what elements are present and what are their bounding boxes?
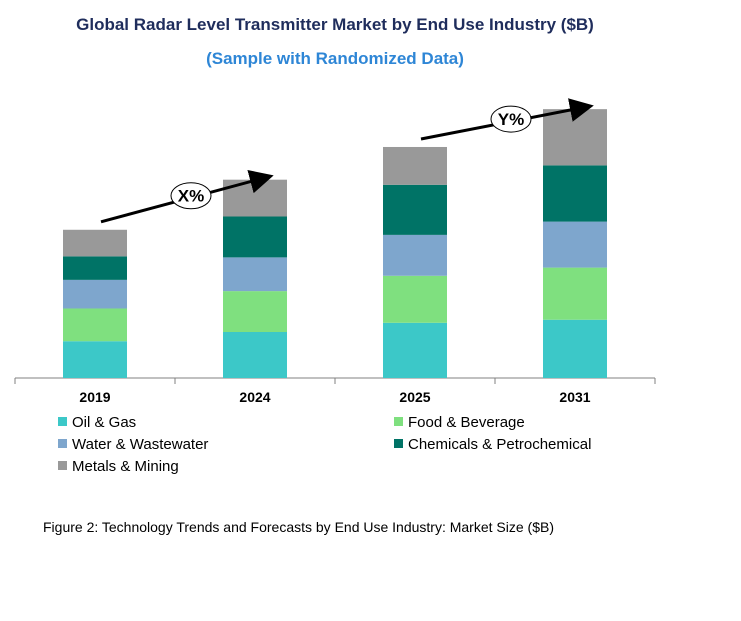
growth-label: Y% <box>498 110 524 129</box>
growth-label-bubble <box>490 105 532 133</box>
legend-label: Metals & Mining <box>72 458 179 475</box>
bar-segment <box>543 221 607 268</box>
plot-area: 2019 2024 2025 2031 <box>14 109 656 405</box>
growth-label: X% <box>178 187 204 206</box>
legend-swatch <box>58 417 67 426</box>
bar-segment <box>383 275 447 323</box>
bar-segment <box>383 234 447 276</box>
bar-segment <box>223 216 287 258</box>
chart-subtitle: (Sample with Randomized Data) <box>206 49 464 68</box>
legend-label: Food & Beverage <box>408 414 525 431</box>
legend: Oil & Gas Food & Beverage Water & Wastewat… <box>58 414 591 475</box>
bar-segment <box>63 256 127 280</box>
legend-label: Water & Wastewater <box>72 436 208 453</box>
bar-segment <box>223 257 287 292</box>
legend-swatch <box>58 439 67 448</box>
legend-swatch <box>394 417 403 426</box>
bar-segment <box>383 146 447 185</box>
legend-swatch <box>394 439 403 448</box>
legend-label: Oil & Gas <box>72 414 136 431</box>
bar-segment <box>543 165 607 222</box>
bar-segment <box>223 291 287 332</box>
bar-segment <box>383 322 447 378</box>
chart-title: Global Radar Level Transmitter Market by… <box>76 15 594 34</box>
bar-segment <box>543 319 607 378</box>
legend-label: Chemicals & Petrochemical <box>408 436 591 453</box>
figure-caption: Figure 2: Technology Trends and Forecast… <box>43 519 554 535</box>
growth-label-bubble <box>170 182 212 210</box>
x-tick-label: 2031 <box>559 389 590 405</box>
x-tick-label: 2025 <box>399 389 430 405</box>
bar-segment <box>63 341 127 378</box>
bar-segment <box>383 184 447 235</box>
bar-segment <box>223 332 287 378</box>
x-tick-label: 2019 <box>79 389 110 405</box>
bar-segment <box>63 229 127 257</box>
bar-segment <box>63 308 127 342</box>
x-tick-label: 2024 <box>239 389 270 405</box>
bar-segment <box>543 267 607 320</box>
growth-annotations: X% Y% <box>100 98 594 224</box>
legend-swatch <box>58 461 67 470</box>
bar-segment <box>543 109 607 166</box>
bar-segment <box>63 279 127 309</box>
